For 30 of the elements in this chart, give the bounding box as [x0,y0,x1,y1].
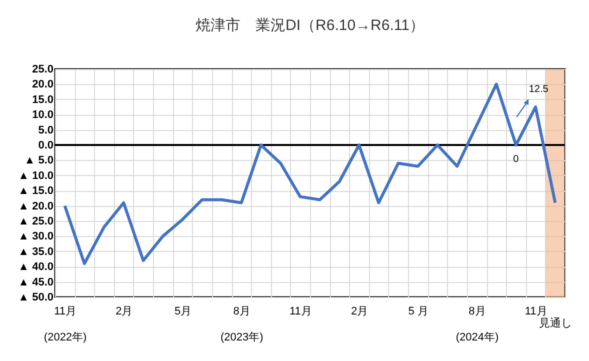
x-tick-label: 2月 [116,306,133,318]
x-tick-label: 5 月 [408,306,428,318]
y-tick-label: ▲ 30.0 [18,230,54,243]
y-tick-label: ▲ 45.0 [18,276,54,288]
y-tick-label: 10.0 [32,109,54,122]
chart-title: 焼津市 業況DI（R6.10→R6.11） [196,17,424,34]
x-tick-label: 11月 [524,306,548,318]
y-tick-label: 15.0 [32,94,54,106]
x-tick-label: 5月 [174,306,192,318]
x-tick-label: 2月 [350,306,368,318]
category-label: 11月 (2022年) [44,306,87,344]
data-label: 0 [513,154,520,165]
y-tick-label: ▲ 50.0 [18,292,54,304]
line-series [63,82,557,266]
y-tick-label: 25.0 [32,64,54,76]
category-label: 8月 (2023年) [220,306,264,344]
data-label: 12.5 [528,84,549,95]
y-tick-label: ▲ 25.0 [18,216,54,228]
y-tick-label: ▲ 15.0 [18,185,54,198]
y-tick-label: ▲ 40.0 [18,261,54,274]
y-tick-label: 0.0 [38,140,54,152]
y-tick-label: ▲ 35.0 [18,246,54,258]
y-tick-label: 20.0 [32,78,54,91]
y-tick-label: ▲ 20.0 [18,200,54,212]
y-tick-label: ▲ 5.0 [24,154,54,167]
y-tick-label: ▲ 10.0 [18,170,54,182]
category-label: 8月 (2024年) [456,306,499,344]
x-tick-label: 見通し [539,316,572,330]
x-tick-label: 11月 [289,306,312,318]
y-tick-label: 5.0 [38,124,54,136]
